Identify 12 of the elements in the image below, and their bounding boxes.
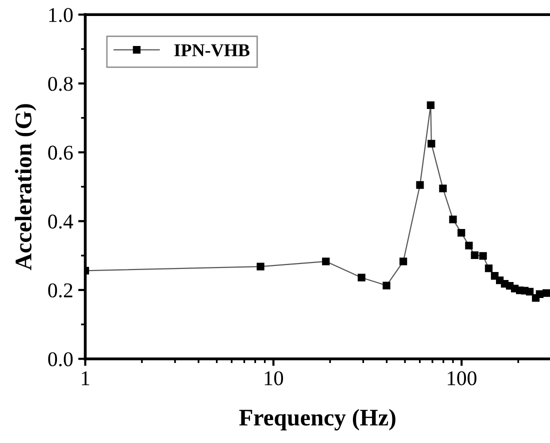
y-axis-title: Acceleration (G) bbox=[14, 104, 36, 270]
x-tick-label: 100 bbox=[448, 371, 476, 386]
y-tick-label: 0.6 bbox=[48, 146, 73, 160]
y-tick-label: 0.8 bbox=[48, 76, 73, 91]
y-tick-label: 0.2 bbox=[48, 283, 72, 298]
y-tick-label: 0.4 bbox=[48, 214, 74, 229]
x-tick-label: 1 bbox=[82, 371, 90, 386]
legend-label: IPN-VHB bbox=[174, 44, 250, 56]
x-tick-label: 10 bbox=[264, 371, 284, 386]
x-axis-title: Frequency (Hz) bbox=[239, 408, 396, 430]
y-tick-label: 1.0 bbox=[49, 8, 73, 22]
y-tick-label: 0.0 bbox=[48, 352, 73, 366]
